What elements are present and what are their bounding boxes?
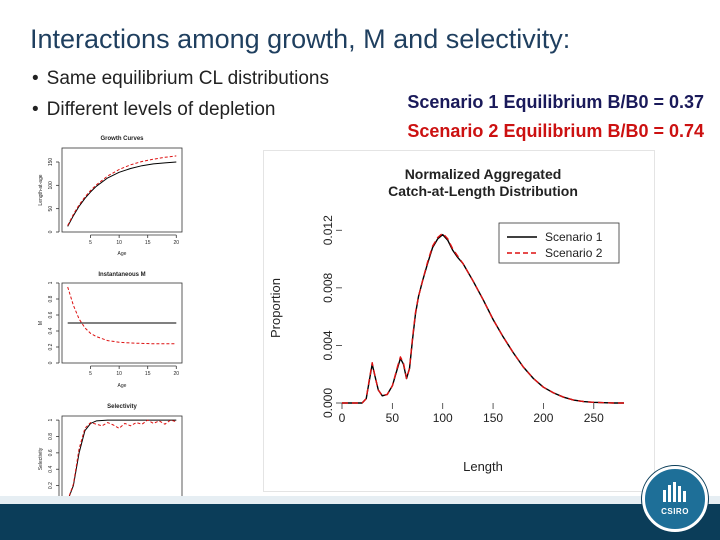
series-line-scenario-2 [342, 232, 624, 404]
y-axis-label: Proportion [268, 278, 283, 338]
y-tick-label: 0.8 [48, 433, 54, 440]
y-tick-label: 0.012 [321, 215, 335, 245]
x-tick-label: 20 [174, 371, 180, 377]
bullet-text: Same equilibrium CL distributions [46, 68, 329, 89]
x-tick-label: 15 [145, 371, 151, 377]
x-tick-label: 0 [339, 411, 346, 425]
y-tick-label: 0.6 [48, 449, 54, 456]
selectivity-chart: Selectivity510152000.20.40.60.81AgeSelec… [38, 404, 183, 528]
y-tick-label: 50 [48, 206, 54, 212]
csiro-logo-text: CSIRO [661, 507, 689, 516]
y-tick-label: 0 [48, 361, 54, 364]
bullet-dot-icon: • [32, 68, 39, 89]
chart-title: Selectivity [107, 404, 137, 410]
footer-accent [0, 496, 720, 504]
series-line-scenario-2 [67, 155, 177, 226]
legend-box [498, 222, 620, 264]
x-tick-label: 10 [116, 240, 122, 246]
y-tick-label: 0 [48, 230, 54, 233]
y-tick-label: 0.000 [321, 388, 335, 418]
plot-frame [61, 282, 183, 364]
y-tick-label: 0.4 [48, 327, 54, 334]
scenario-2-label: Scenario 2 Equilibrium B/B0 = 0.74 [407, 121, 704, 141]
y-tick-label: 100 [48, 181, 54, 190]
series-line-scenario-1 [67, 419, 177, 501]
x-axis-label: Length [463, 459, 503, 474]
bullet-text: Different levels of depletion [46, 99, 276, 120]
x-tick-label: 150 [483, 411, 503, 425]
x-tick-label: 5 [89, 240, 92, 246]
y-tick-label: 1 [48, 281, 54, 284]
chart-title: Instantaneous M [98, 272, 145, 278]
bullet-item: • Different levels of depletion [32, 99, 276, 121]
plot-frame [61, 147, 183, 233]
plot-frame [61, 415, 183, 503]
csiro-logo: CSIRO [642, 466, 708, 532]
y-axis-label: Selectivity [38, 447, 44, 470]
y-tick-label: 0.008 [321, 273, 335, 303]
slide-title: Interactions among growth, M and selecti… [30, 24, 571, 54]
x-tick-label: 250 [584, 411, 604, 425]
y-axis-label: M [38, 321, 44, 325]
x-tick-label: 15 [145, 240, 151, 246]
x-tick-label: 10 [116, 371, 122, 377]
chart-title: Normalized Aggregated [405, 166, 562, 182]
x-axis-label: Age [118, 251, 127, 257]
y-tick-label: 1 [48, 418, 54, 421]
x-tick-label: 50 [386, 411, 400, 425]
y-axis-label: Length-at-age [38, 174, 44, 205]
bullet-item: • Same equilibrium CL distributions [32, 68, 329, 90]
series-line-scenario-2 [67, 286, 177, 345]
chart-title: Growth Curves [100, 136, 144, 142]
series-line-scenario-1 [67, 161, 177, 227]
bullet-dot-icon: • [32, 99, 39, 120]
y-tick-label: 0.2 [48, 482, 54, 489]
x-tick-label: 200 [533, 411, 553, 425]
instantaneous-m-chart: Instantaneous M 5 10 15 20 0 0.2 0.4 0.6 0.8 1 Age M [38, 272, 183, 389]
legend-label: Scenario 2 [545, 246, 603, 260]
x-tick-label: 100 [433, 411, 453, 425]
x-axis-label: Age [118, 383, 127, 389]
y-tick-label: 150 [48, 158, 54, 167]
y-tick-label: 0.8 [48, 295, 54, 302]
growth-curves-chart: Growth Curves 5 10 15 20 0 50 100 150 Age Length-a… [38, 136, 183, 257]
x-tick-label: 5 [89, 371, 92, 377]
csiro-logo-icon [663, 482, 686, 502]
legend-label: Scenario 1 [545, 230, 603, 244]
y-tick-label: 0.2 [48, 343, 54, 350]
footer-bar [0, 504, 720, 540]
y-tick-label: 0.4 [48, 466, 54, 473]
chart-title: Catch-at-Length Distribution [388, 183, 578, 199]
x-tick-label: 20 [174, 240, 180, 246]
series-line-scenario-2 [67, 419, 177, 501]
y-tick-label: 0.004 [321, 330, 335, 360]
scenario-1-label: Scenario 1 Equilibrium B/B0 = 0.37 [407, 92, 704, 112]
y-tick-label: 0.6 [48, 311, 54, 318]
